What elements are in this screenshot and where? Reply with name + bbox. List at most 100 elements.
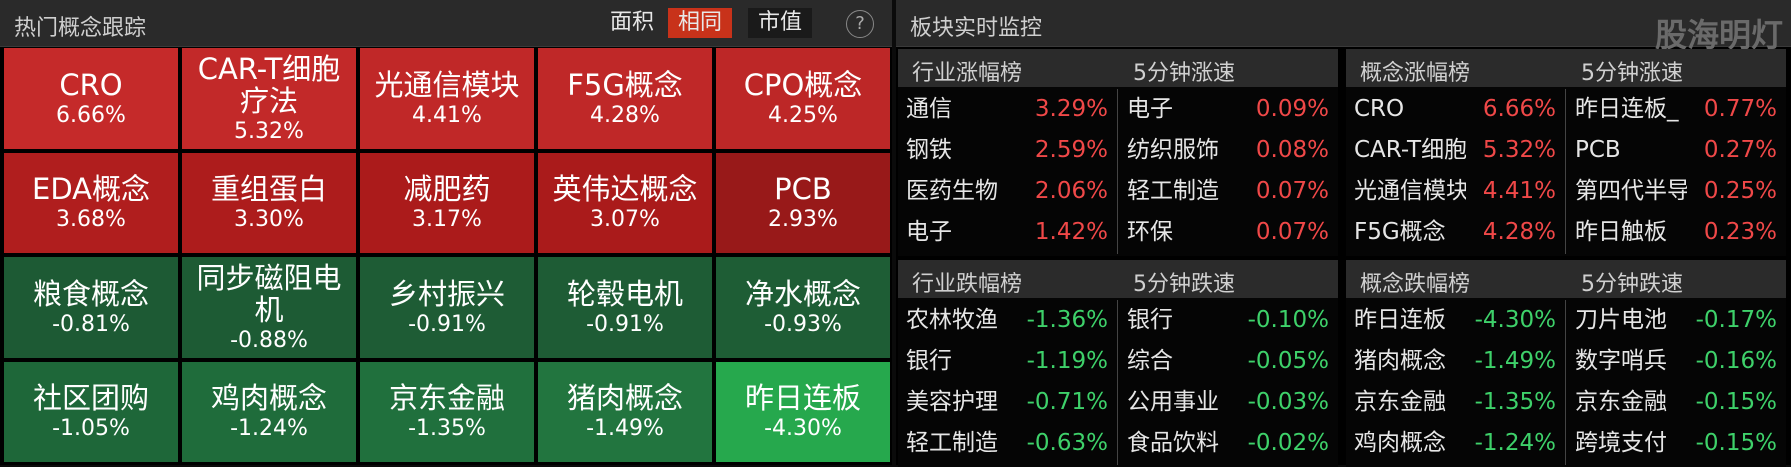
sector-change: 2.06% (1034, 178, 1108, 204)
sector-change: -0.71% (1026, 389, 1108, 415)
column-separator (1117, 89, 1118, 254)
sector-name: 轻工制造 (906, 430, 998, 456)
tile-change: -0.81% (52, 311, 130, 337)
section-header (1346, 49, 1786, 87)
sector-change: 0.07% (1255, 178, 1329, 204)
concept-tile[interactable]: 轮毂电机 -0.91% (538, 257, 712, 358)
sector-change: -0.16% (1695, 348, 1777, 374)
sector-change: 0.23% (1703, 219, 1777, 245)
tile-name: 光通信模块 (374, 67, 520, 102)
tile-name: CRO (59, 67, 123, 102)
tile-change: -1.35% (408, 416, 486, 442)
toggle-option-active[interactable]: 相同 (668, 8, 733, 38)
concept-tile[interactable]: EDA概念 3.68% (4, 152, 178, 253)
tile-change: 2.93% (768, 207, 838, 233)
tile-name: 乡村振兴 (388, 276, 505, 311)
sector-change: 4.28% (1482, 219, 1556, 245)
concept-tile[interactable]: PCB 2.93% (716, 152, 890, 253)
column-separator (1117, 300, 1118, 465)
sector-name: 医药生物 (906, 178, 998, 204)
sector-change: 0.25% (1703, 178, 1777, 204)
tile-name: 减肥药 (403, 172, 491, 207)
monitor-section: 概念涨幅榜 CRO 6.66% CAR-T细胞 5.32% 光通信模块 4.41% F5G概念… (1346, 49, 1786, 256)
concept-tile[interactable]: 猪肉概念 -1.49% (538, 361, 712, 462)
tile-name: 同步磁阻电机 (196, 260, 342, 327)
sector-change: -0.05% (1247, 348, 1329, 374)
concept-tile[interactable]: 减肥药 3.17% (360, 152, 534, 253)
column-header: 5分钟涨速 (1133, 61, 1235, 86)
sector-change: 5.32% (1482, 137, 1556, 163)
monitor-section: 行业涨幅榜 通信 3.29% 钢铁 2.59% 医药生物 2.06% 电子 1.42% 5分钟涨速… (898, 49, 1338, 256)
sector-name: F5G概念 (1354, 219, 1446, 245)
tile-change: -0.91% (408, 311, 486, 337)
tile-change: -1.49% (586, 416, 664, 442)
tile-change: -4.30% (764, 416, 842, 442)
sector-change: -1.35% (1474, 389, 1556, 415)
tile-change: 4.41% (412, 102, 482, 128)
tile-change: -1.24% (230, 416, 308, 442)
monitor-section: 行业跌幅榜 农林牧渔 -1.36% 银行 -1.19% 美容护理 -0.71% 轻工制造 -0.… (898, 260, 1338, 467)
concept-tile[interactable]: CPO概念 4.25% (716, 48, 890, 149)
tile-change: -1.05% (52, 416, 130, 442)
concept-tile[interactable]: 昨日连板 -4.30% (716, 361, 890, 462)
sector-change: -1.36% (1026, 307, 1108, 333)
tile-change: 5.32% (234, 118, 304, 144)
sector-name: 轻工制造 (1127, 178, 1219, 204)
concept-tile[interactable]: CRO 6.66% (4, 48, 178, 149)
tile-change: 3.07% (590, 207, 660, 233)
concept-tile[interactable]: 京东金融 -1.35% (360, 361, 534, 462)
concept-tile[interactable]: CAR-T细胞疗法 5.32% (182, 48, 356, 149)
tile-change: 3.17% (412, 207, 482, 233)
sector-change: -0.03% (1247, 389, 1329, 415)
tile-name: 猪肉概念 (566, 381, 683, 416)
toggle-option[interactable]: 面积 (610, 10, 655, 35)
column-separator (1565, 300, 1566, 465)
sector-change: 4.41% (1482, 178, 1556, 204)
concept-tile[interactable]: 乡村振兴 -0.91% (360, 257, 534, 358)
section-header (898, 49, 1338, 87)
concept-tile[interactable]: F5G概念 4.28% (538, 48, 712, 149)
tile-name: PCB (774, 172, 832, 207)
sector-name: 猪肉概念 (1354, 348, 1446, 374)
sector-change: 0.07% (1255, 219, 1329, 245)
sector-change: -1.49% (1474, 348, 1556, 374)
tile-change: 3.68% (56, 207, 126, 233)
sector-name: 数字哨兵 (1575, 348, 1667, 374)
toggle-option[interactable]: 市值 (748, 8, 813, 38)
column-header: 5分钟跌速 (1133, 272, 1235, 297)
sector-change: 1.42% (1034, 219, 1108, 245)
sector-name: 昨日连板_ (1575, 96, 1679, 122)
sector-name: 钢铁 (906, 137, 952, 163)
tile-name: 轮毂电机 (566, 276, 683, 311)
sector-change: -0.02% (1247, 430, 1329, 456)
column-header: 5分钟跌速 (1581, 272, 1683, 297)
sector-name: 综合 (1127, 348, 1173, 374)
tile-name: F5G概念 (567, 67, 683, 102)
sector-name: 第四代半导 (1575, 178, 1687, 204)
column-header: 概念涨幅榜 (1360, 61, 1471, 86)
sector-name: 昨日触板 (1575, 219, 1667, 245)
section-header (898, 260, 1338, 298)
tile-change: 4.25% (768, 102, 838, 128)
concept-tile[interactable]: 重组蛋白 3.30% (182, 152, 356, 253)
tile-change: 4.28% (590, 102, 660, 128)
concept-tile[interactable]: 光通信模块 4.41% (360, 48, 534, 149)
concept-tile[interactable]: 粮食概念 -0.81% (4, 257, 178, 358)
concept-tile[interactable]: 净水概念 -0.93% (716, 257, 890, 358)
sector-name: PCB (1575, 137, 1621, 163)
concept-tile[interactable]: 同步磁阻电机 -0.88% (182, 257, 356, 358)
sector-name: 跨境支付 (1575, 430, 1667, 456)
hot-concepts-panel: 热门概念跟踪 面积 相同 市值 ? CRO 6.66% CAR-T细胞疗法 5.32%… (0, 0, 892, 465)
monitor-panel: 板块实时监控 股海明灯 行业涨幅榜 通信 3.29% 钢铁 2.59% 医药生物 2.06%… (896, 0, 1791, 467)
concept-tile[interactable]: 鸡肉概念 -1.24% (182, 361, 356, 462)
sector-name: 电子 (906, 219, 952, 245)
sector-name: 通信 (906, 96, 952, 122)
sector-name: 昨日连板 (1354, 307, 1446, 333)
sector-change: -4.30% (1474, 307, 1556, 333)
concept-tile[interactable]: 英伟达概念 3.07% (538, 152, 712, 253)
panel-header: 热门概念跟踪 面积 相同 市值 ? (0, 0, 892, 47)
help-button[interactable]: ? (846, 10, 874, 38)
tile-name: EDA概念 (32, 172, 150, 207)
concept-tile[interactable]: 社区团购 -1.05% (4, 361, 178, 462)
